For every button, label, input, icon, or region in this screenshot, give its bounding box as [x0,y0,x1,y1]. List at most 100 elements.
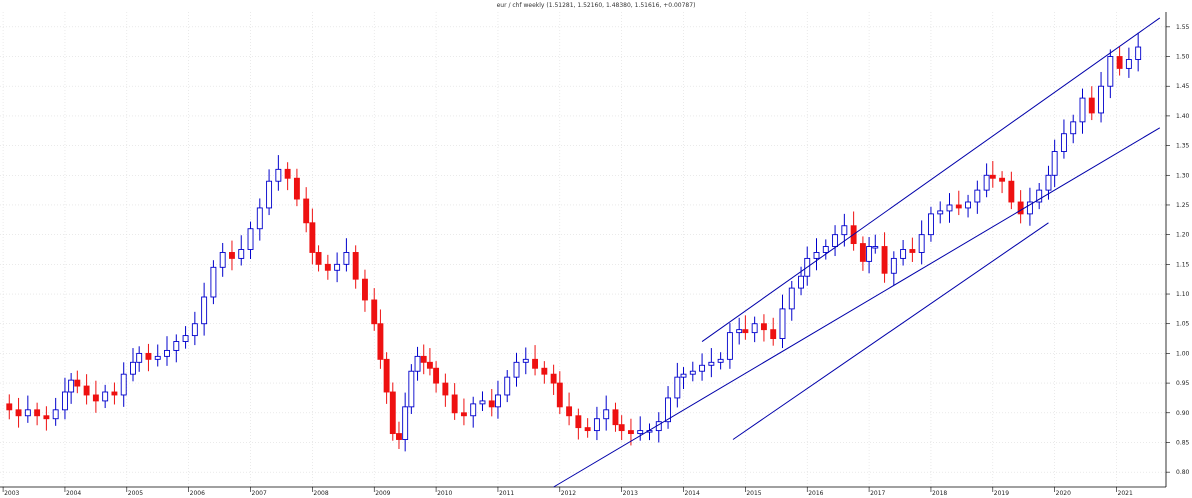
candle-up [210,266,217,298]
candle-down [541,367,548,375]
candle-down [460,412,467,417]
x-tick-label: 2020 [1056,490,1071,497]
candle-up [841,225,848,236]
candle-up [1026,201,1033,215]
candle-up [798,275,804,289]
candle-up [1079,97,1086,123]
x-tick-label: 2016 [808,490,823,497]
candle-up [751,323,758,334]
candle-down [881,246,888,274]
candle-down [83,385,90,396]
candle-up [52,409,59,420]
candle-down [550,373,557,384]
candle-up [708,361,715,366]
candle-up [102,391,109,402]
candle-down [1088,97,1095,114]
candle-up [219,252,226,268]
candle-down [362,278,368,301]
candle-up [154,355,161,360]
candle-up [24,409,31,417]
candle-up [927,213,934,236]
candle-down [229,252,235,259]
x-tick-label: 2007 [252,490,267,497]
candle-up [637,430,644,435]
x-tick-label: 2009 [375,490,390,497]
candle-up [937,210,944,215]
candle-down [955,204,962,209]
candle-up [872,246,879,249]
x-tick-label: 2006 [190,490,205,497]
candle-up [900,249,907,259]
candle-down [770,329,777,340]
candle-up [1070,121,1077,135]
y-tick-label: 1.55 [1176,24,1190,31]
candle-down [618,424,625,432]
x-tick-label: 2017 [870,490,885,497]
candle-up [603,409,610,420]
candle-up [479,400,486,405]
y-tick-label: 0.90 [1176,410,1190,417]
candle-down [612,409,619,426]
candle-up [689,370,696,375]
candle-down [442,382,449,396]
candle-down [433,367,440,384]
candle-up [813,252,820,259]
y-tick-label: 1.05 [1176,321,1190,328]
candle-down [760,323,767,331]
x-tick-label: 2015 [746,490,761,497]
candle-up [504,376,511,396]
x-tick-label: 2013 [623,490,638,497]
candle-down [488,400,495,408]
y-tick-label: 1.45 [1176,83,1190,90]
x-tick-label: 2005 [128,490,143,497]
candle-up [414,355,421,372]
x-tick-label: 2021 [1118,490,1133,497]
y-tick-label: 1.25 [1176,202,1190,209]
candle-down [34,409,41,417]
candle-down [420,355,427,363]
candle-up [736,329,743,334]
trend-line [553,127,1161,488]
candle-up [1135,46,1142,60]
candle-up [470,403,477,417]
candle-down [742,329,749,334]
candle-up [61,391,68,411]
candle-up [1107,56,1114,87]
candle-up [513,361,520,378]
candle-up [343,252,350,265]
candle-up [1060,133,1067,152]
candle-down [6,403,13,411]
candle-down [111,391,118,396]
chart-title: eur / chf weekly (1.51281, 1.52160, 1.48… [496,2,696,9]
x-tick-label: 2012 [561,490,576,497]
x-tick-label: 2008 [313,490,328,497]
trend-line [701,17,1161,342]
candle-down [566,406,573,417]
candle-up [832,234,839,247]
candle-down [389,391,396,435]
candle-up [665,397,672,423]
candle-up [890,257,897,274]
candle-down [15,409,22,417]
candle-up [593,418,600,432]
candle-up [822,246,829,253]
candle-down [43,415,50,420]
candle-up [1125,59,1132,69]
y-tick-label: 1.10 [1176,291,1190,298]
candle-up [201,296,208,325]
candle-down [74,379,81,387]
y-tick-label: 1.35 [1176,143,1190,150]
candle-down [284,168,291,179]
trend-line [732,222,1049,440]
candle-down [371,299,378,325]
candle-up [866,246,873,262]
candle-up [68,379,75,393]
candle-up [946,204,953,212]
candle-down [377,323,384,360]
x-tick-label: 2019 [994,490,1009,497]
candle-up [674,376,681,399]
y-tick-label: 1.00 [1176,350,1190,357]
candle-up [494,394,501,408]
candle-down [293,177,300,200]
